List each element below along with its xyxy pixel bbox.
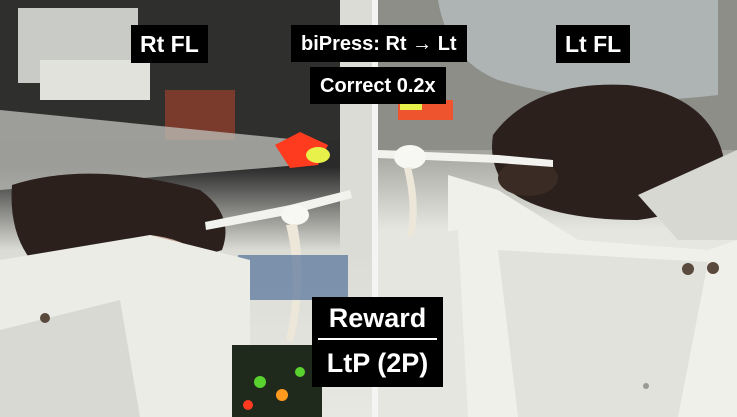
label-ltp: LtP (2P) (326, 348, 429, 378)
board-led-red (243, 400, 253, 410)
board-led-green-2 (295, 367, 305, 377)
platform-screw-2 (707, 262, 719, 274)
label-bipress-sequence: biPress: Rt → Lt (291, 25, 467, 62)
platform-front (498, 250, 708, 417)
label-right-forelimb: Rt FL (131, 25, 208, 63)
mouse-head (498, 160, 558, 196)
label-playback-speed: Correct 0.2x (310, 67, 446, 104)
label-left-forelimb: Lt FL (556, 25, 631, 63)
platform-shadow (638, 150, 737, 240)
spout-joint (394, 145, 426, 169)
board-led-green (254, 376, 266, 388)
caption-divider (318, 338, 437, 340)
reward-spout (205, 190, 352, 230)
background-block (40, 60, 150, 100)
label-reward: Reward (328, 303, 427, 333)
cue-led-glow (400, 100, 422, 110)
platform-screw (40, 313, 50, 323)
spout-joint (281, 205, 309, 225)
split-divider (372, 0, 378, 417)
cue-led-glow (306, 147, 330, 163)
platform-shadow (0, 300, 140, 417)
tube (404, 167, 417, 242)
board-led-orange (276, 389, 288, 401)
platform-screw (682, 263, 694, 275)
platform-hole (643, 383, 649, 389)
reward-caption: Reward LtP (2P) (312, 297, 443, 387)
cable-bundle (238, 255, 348, 300)
clear-platform (0, 110, 300, 190)
